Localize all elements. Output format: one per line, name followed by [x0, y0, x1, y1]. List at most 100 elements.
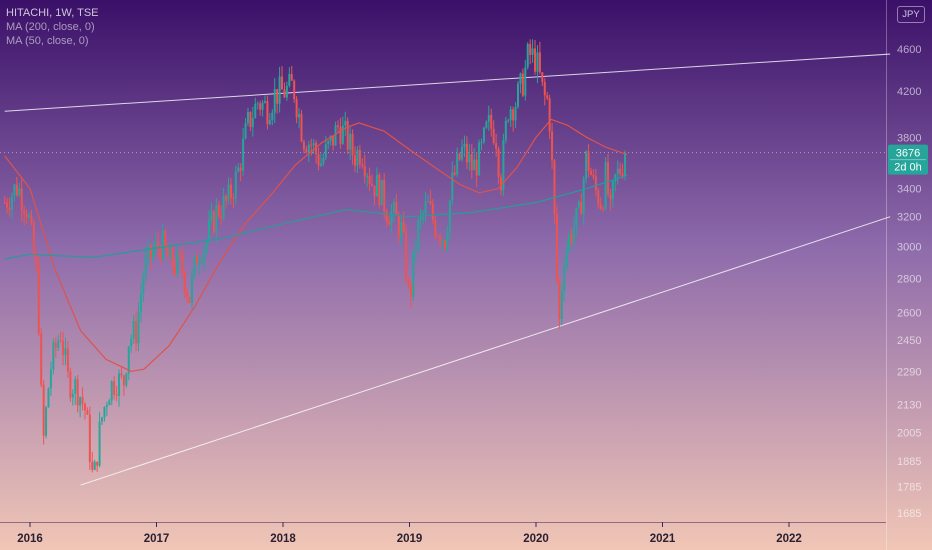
candle-body	[380, 179, 383, 206]
candle-body	[468, 154, 471, 163]
ma50-label: MA (50, close, 0)	[6, 35, 89, 47]
candle-body	[568, 234, 571, 249]
candle-body	[341, 125, 344, 144]
price-tag-countdown: 2d 0h	[894, 162, 922, 174]
candle-body	[521, 73, 524, 96]
y-tick-label: 3800	[897, 132, 921, 144]
candle-body	[478, 142, 481, 176]
candle-body	[495, 143, 498, 149]
candle-body	[395, 201, 398, 216]
candle-body	[122, 375, 125, 386]
candle-body	[407, 280, 410, 285]
candle-body	[538, 52, 541, 73]
candle-body	[59, 340, 62, 342]
candle-body	[604, 162, 607, 209]
candle-body	[198, 262, 201, 264]
candle-body	[339, 126, 342, 144]
candle-body	[392, 201, 395, 212]
candle-body	[159, 249, 162, 260]
candle-body	[602, 208, 605, 210]
candle-body	[621, 173, 624, 177]
candle-body	[3, 202, 6, 204]
candle-body	[28, 215, 31, 218]
candle-body	[120, 373, 123, 376]
candle-body	[273, 89, 276, 113]
y-tick-label: 2800	[897, 273, 921, 285]
candle-body	[453, 172, 456, 175]
candle-body	[504, 120, 507, 141]
candle-body	[426, 201, 429, 203]
candle-body	[490, 114, 493, 129]
candle-body	[244, 123, 247, 139]
candle-body	[575, 207, 578, 228]
candle-body	[144, 256, 147, 277]
candle-body	[436, 236, 439, 238]
candle-body	[203, 248, 206, 263]
candle-body	[375, 174, 378, 197]
y-tick-label: 4600	[897, 44, 921, 56]
candle-body	[509, 109, 512, 121]
candle-body	[66, 348, 69, 372]
candle-body	[609, 194, 612, 200]
candle-body	[217, 204, 220, 216]
candle-body	[115, 394, 118, 396]
candle-body	[385, 211, 388, 222]
candle-body	[169, 247, 172, 258]
candle-body	[507, 120, 510, 122]
candle-body	[263, 101, 266, 103]
candle-body	[266, 101, 269, 125]
candle-body	[444, 240, 447, 249]
candle-body	[412, 250, 415, 298]
y-tick-label: 1885	[897, 456, 921, 468]
candle-body	[388, 221, 391, 226]
candle-body	[334, 125, 337, 146]
candle-body	[531, 48, 534, 55]
candle-body	[594, 176, 597, 191]
candle-body	[281, 76, 284, 90]
candle-body	[96, 461, 99, 466]
x-tick-label: 2021	[650, 533, 676, 545]
candle-body	[298, 114, 301, 118]
candle-body	[76, 379, 79, 406]
candle-body	[152, 250, 155, 258]
candle-body	[390, 211, 393, 226]
candle-body	[324, 144, 327, 158]
candle-body	[108, 400, 111, 406]
candle-body	[461, 146, 464, 160]
candle-body	[191, 275, 194, 303]
y-tick-label: 2005	[897, 428, 921, 440]
candle-body	[237, 167, 240, 172]
candle-body	[178, 252, 181, 256]
candle-body	[229, 184, 232, 198]
candle-body	[164, 230, 167, 247]
candle-body	[268, 120, 271, 125]
candle-body	[222, 195, 225, 218]
candle-body	[295, 99, 298, 118]
candle-body	[361, 164, 364, 166]
candle-body	[49, 369, 52, 389]
candle-body	[276, 89, 279, 104]
price-tag-value: 3676	[896, 148, 920, 160]
candle-body	[558, 279, 561, 320]
candle-body	[551, 131, 554, 161]
candle-body	[300, 114, 303, 142]
x-tick-label: 2018	[270, 533, 296, 545]
candle-body	[555, 213, 558, 280]
candle-body	[57, 340, 60, 348]
currency-button[interactable]: JPY	[897, 6, 925, 23]
candle-body	[186, 292, 189, 298]
candle-body	[363, 165, 366, 177]
candle-body	[139, 293, 142, 313]
candle-body	[171, 247, 174, 268]
ma200-label: MA (200, close, 0)	[6, 21, 95, 33]
candle-body	[446, 232, 449, 249]
y-tick-label: 2130	[897, 400, 921, 412]
candle-body	[101, 417, 104, 422]
candle-body	[13, 184, 16, 196]
candle-body	[181, 255, 184, 272]
candle-body	[587, 151, 590, 171]
candle-body	[553, 160, 556, 214]
candle-body	[193, 255, 196, 276]
